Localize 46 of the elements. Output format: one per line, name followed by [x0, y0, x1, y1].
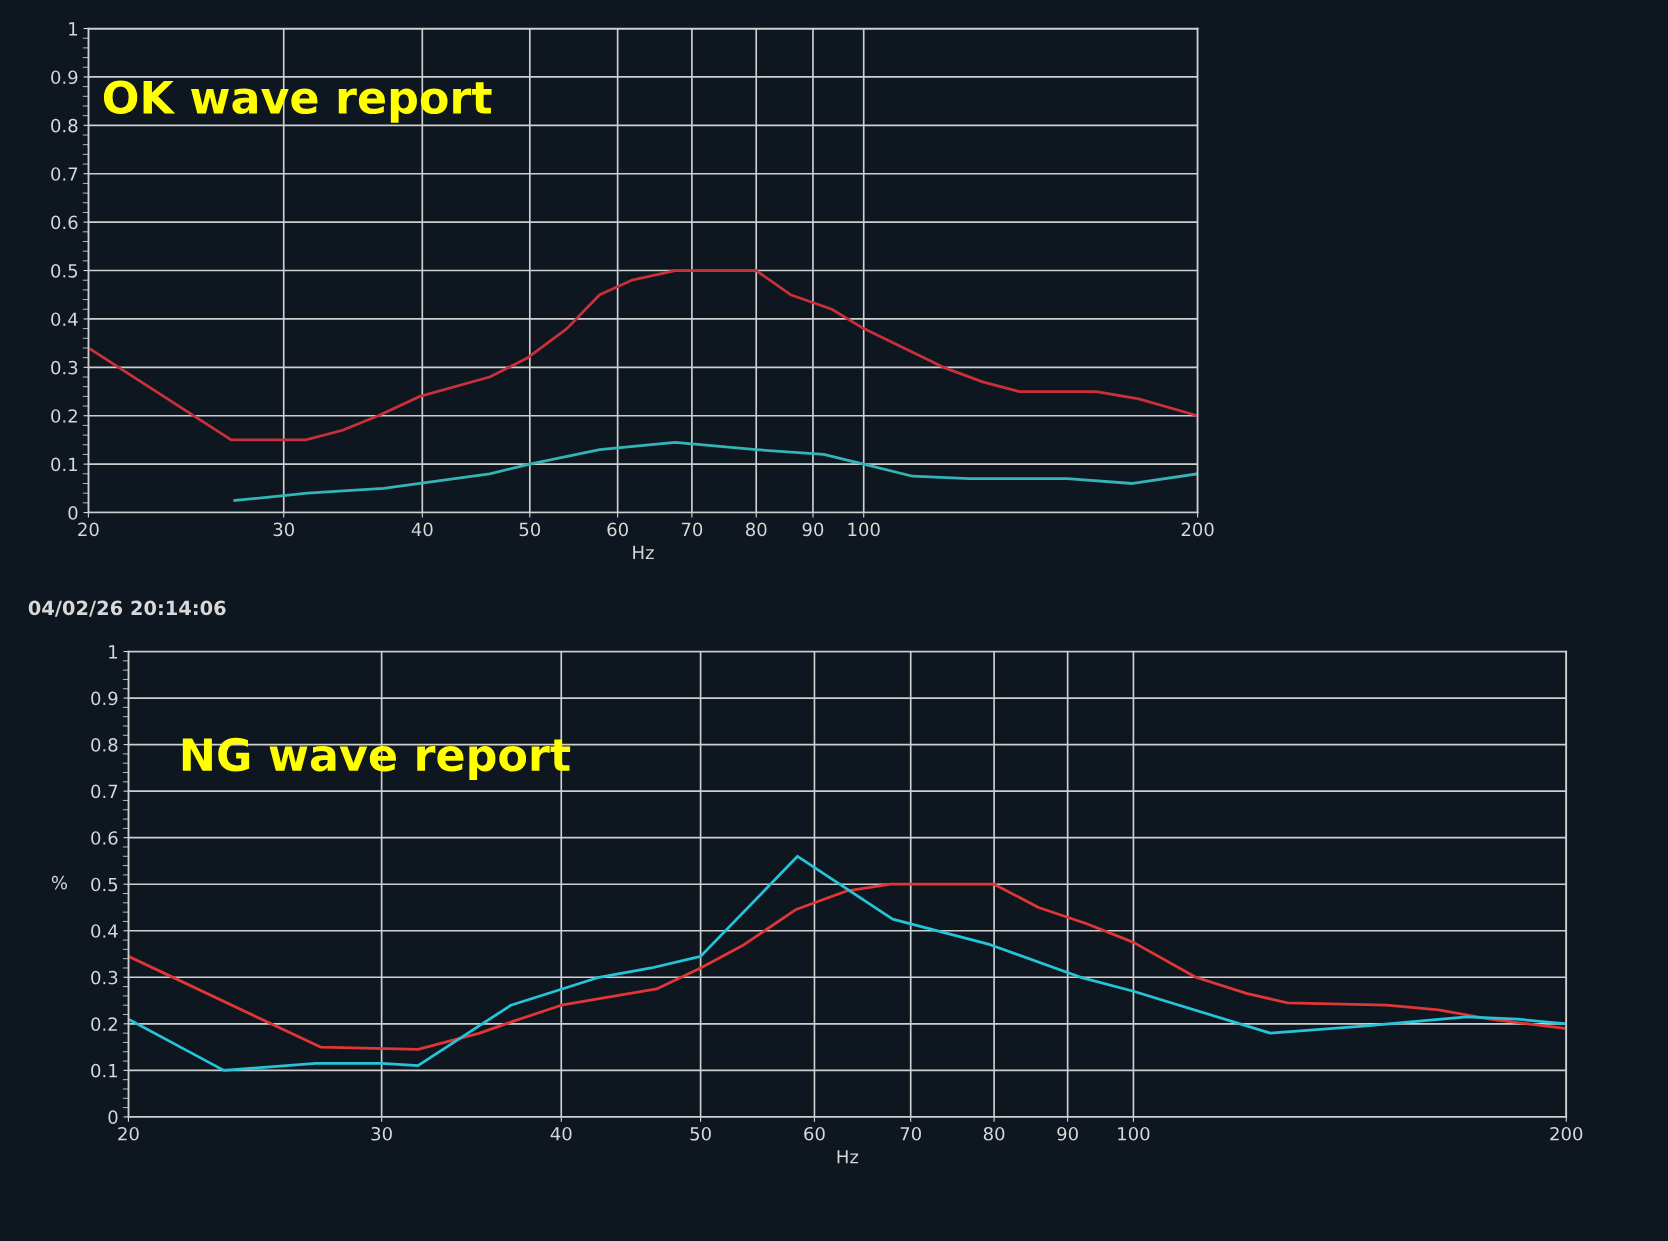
x-axis-title: Hz [633, 545, 654, 559]
y-tick-label: 0 [108, 1110, 118, 1125]
x-tick-label: 80 [745, 522, 767, 537]
x-tick-label: 20 [118, 1126, 139, 1141]
y-axis-title: % [51, 875, 68, 890]
x-tick-label: 40 [411, 522, 433, 537]
y-tick-label: 0 [68, 505, 78, 520]
y-tick-label: 0.7 [51, 167, 78, 181]
y-tick-label: 0.9 [91, 691, 118, 706]
y-tick-label: 0.9 [51, 70, 78, 85]
x-axis-title: Hz [837, 1150, 859, 1164]
y-tick-label: 0.3 [51, 360, 78, 375]
x-tick-label: 60 [804, 1126, 825, 1141]
y-tick-label: 0.4 [51, 312, 78, 327]
x-tick-label: 200 [1550, 1126, 1583, 1141]
y-tick-label: 0.6 [91, 831, 118, 845]
text: 04/02/26 20:14:06 [28, 600, 226, 617]
y-tick-label: 0.4 [91, 924, 118, 938]
x-tick-label: 60 [607, 522, 628, 537]
x-tick-label: 50 [519, 522, 541, 537]
x-tick-label: 40 [550, 1126, 572, 1141]
x-tick-label: 100 [1118, 1126, 1150, 1141]
y-tick-label: 0.5 [51, 264, 78, 278]
y-tick-label: 0.5 [91, 877, 118, 892]
y-tick-label: 0.1 [91, 1063, 118, 1078]
y-tick-label: 0.7 [91, 784, 118, 799]
y-tick-label: 0.8 [51, 118, 78, 133]
x-tick-label: 70 [681, 522, 703, 537]
y-tick-label: 1 [109, 645, 118, 659]
x-tick-label: 90 [802, 522, 824, 537]
x-tick-label: 70 [900, 1126, 921, 1141]
y-tick-label: 0.3 [91, 970, 118, 985]
x-tick-label: 30 [371, 1126, 392, 1141]
x-tick-label: 90 [1057, 1126, 1078, 1141]
x-tick-label: 50 [690, 1126, 711, 1141]
y-tick-label: 0.2 [91, 1017, 117, 1031]
x-tick-label: 200 [1181, 522, 1214, 537]
y-tick-label: 0.6 [51, 215, 78, 230]
x-tick-label: 20 [78, 522, 99, 537]
x-tick-label: 30 [273, 522, 295, 537]
y-tick-label: 1 [69, 22, 78, 36]
y-tick-label: 0.2 [51, 409, 77, 423]
x-tick-label: 100 [848, 522, 880, 537]
y-tick-label: 0.8 [91, 738, 118, 752]
x-tick-label: 80 [983, 1126, 1005, 1141]
y-tick-label: 0.1 [51, 457, 78, 472]
